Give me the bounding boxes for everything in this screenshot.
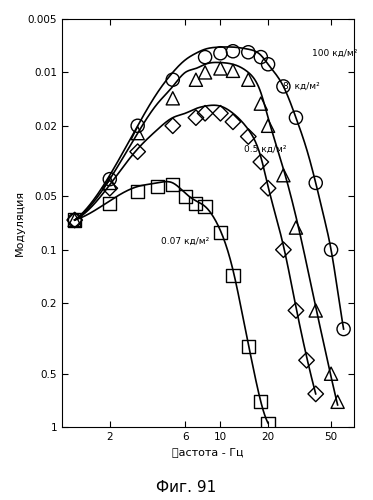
Point: [313, 390, 319, 398]
Point: [154, 182, 160, 190]
Point: [107, 179, 113, 187]
Point: [170, 180, 176, 188]
Point: [280, 82, 286, 90]
Point: [202, 202, 208, 210]
Point: [258, 398, 264, 406]
Point: [280, 246, 286, 254]
Point: [193, 114, 199, 122]
Point: [72, 216, 78, 224]
Point: [258, 53, 264, 61]
Point: [280, 171, 286, 179]
Point: [193, 200, 199, 207]
Point: [107, 200, 113, 207]
Point: [230, 272, 236, 280]
Text: 8  кд/м²: 8 кд/м²: [283, 82, 320, 91]
Point: [335, 398, 341, 406]
Point: [258, 100, 264, 108]
Point: [72, 216, 78, 224]
Point: [245, 342, 251, 350]
Point: [193, 76, 199, 84]
Point: [293, 306, 299, 314]
Point: [202, 110, 208, 118]
Y-axis label: Модуляция: Модуляция: [15, 190, 25, 256]
Point: [135, 148, 141, 156]
Point: [230, 67, 236, 75]
Point: [245, 132, 251, 140]
Point: [135, 188, 141, 196]
Point: [313, 306, 319, 314]
Point: [135, 122, 141, 130]
Point: [341, 325, 347, 333]
Point: [265, 184, 271, 192]
Point: [328, 370, 334, 378]
Point: [170, 122, 176, 130]
Point: [313, 179, 319, 187]
Text: 0.5 кд/м²: 0.5 кд/м²: [244, 144, 286, 154]
Point: [245, 48, 251, 56]
Point: [265, 419, 271, 427]
Point: [293, 114, 299, 122]
Text: 100 кд/м²: 100 кд/м²: [312, 49, 358, 58]
Point: [170, 94, 176, 102]
Point: [258, 158, 264, 166]
Point: [217, 228, 223, 236]
Point: [328, 246, 334, 254]
Point: [265, 122, 271, 130]
Point: [304, 356, 310, 364]
Point: [170, 76, 176, 84]
Point: [230, 47, 236, 55]
Text: Фиг. 91: Фиг. 91: [156, 480, 217, 496]
Point: [72, 216, 78, 224]
Text: 0.07 кд/м²: 0.07 кд/м²: [161, 237, 209, 246]
Point: [217, 64, 223, 72]
Point: [230, 118, 236, 126]
Point: [202, 53, 208, 61]
Point: [265, 60, 271, 68]
Point: [182, 192, 188, 200]
Point: [217, 50, 223, 58]
Point: [72, 216, 78, 224]
X-axis label: 䉺астота - Гц: 䉺астота - Гц: [172, 448, 244, 458]
Point: [202, 68, 208, 76]
Point: [293, 224, 299, 232]
Point: [107, 175, 113, 183]
Point: [245, 76, 251, 84]
Point: [107, 184, 113, 192]
Point: [217, 110, 223, 118]
Point: [135, 129, 141, 137]
